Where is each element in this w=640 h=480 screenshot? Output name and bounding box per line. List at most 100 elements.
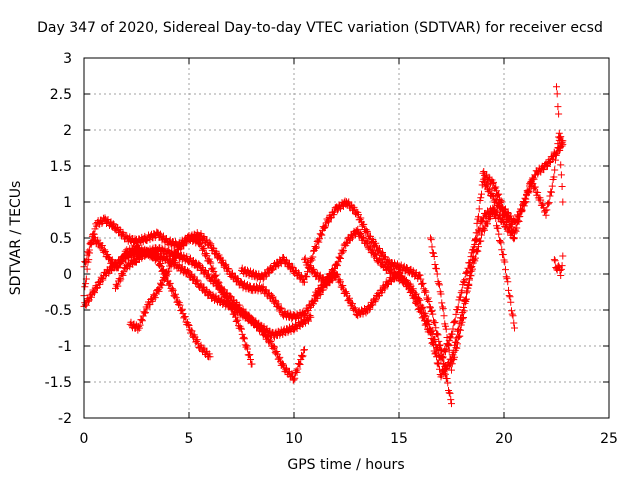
- data-point: [114, 282, 122, 290]
- data-point: [430, 340, 437, 348]
- x-tick-label: 10: [285, 431, 303, 447]
- data-point: [531, 183, 539, 191]
- data-point: [349, 234, 356, 242]
- data-point: [319, 284, 326, 292]
- data-point: [371, 298, 379, 306]
- data-point: [440, 312, 448, 320]
- data-point: [136, 321, 144, 329]
- data-point: [184, 321, 192, 329]
- data-point: [474, 247, 482, 255]
- data-point: [328, 274, 335, 282]
- data-point: [448, 330, 456, 338]
- data-point: [210, 267, 218, 275]
- data-point: [428, 243, 436, 251]
- data-point: [510, 235, 518, 243]
- data-point: [372, 239, 380, 247]
- data-point: [277, 304, 285, 312]
- data-point: [551, 257, 559, 265]
- data-point: [85, 297, 92, 305]
- data-point: [243, 311, 251, 319]
- data-point: [248, 360, 256, 368]
- data-point: [497, 197, 505, 205]
- data-point: [490, 178, 497, 186]
- data-point: [163, 235, 170, 242]
- data-point: [295, 321, 303, 329]
- data-point: [401, 276, 409, 284]
- data-point: [423, 320, 431, 328]
- data-point: [169, 286, 177, 294]
- data-point: [373, 243, 380, 251]
- data-point: [153, 228, 161, 236]
- data-point: [421, 287, 429, 295]
- data-point: [232, 318, 240, 326]
- data-point: [338, 283, 346, 291]
- data-point: [138, 316, 146, 324]
- data-point: [522, 198, 530, 206]
- data-point: [438, 299, 446, 307]
- data-point: [331, 265, 338, 273]
- data-point: [271, 343, 278, 351]
- data-point: [266, 336, 274, 344]
- data-point: [490, 207, 497, 215]
- data-point: [184, 269, 192, 277]
- data-point: [243, 342, 251, 350]
- series-track-f: [206, 240, 340, 323]
- data-point: [528, 176, 536, 184]
- data-point: [205, 270, 212, 278]
- data-point: [403, 264, 410, 272]
- data-point: [241, 335, 248, 343]
- data-point: [475, 205, 483, 213]
- data-point: [514, 212, 522, 220]
- data-point: [427, 335, 435, 343]
- data-point: [435, 280, 443, 288]
- data-point: [190, 273, 198, 281]
- data-point: [493, 192, 501, 200]
- data-point: [215, 279, 223, 287]
- data-point: [104, 254, 112, 262]
- data-point: [315, 238, 323, 246]
- data-point: [235, 301, 243, 309]
- data-point: [511, 324, 518, 332]
- data-point: [322, 279, 330, 287]
- data-point: [463, 287, 471, 295]
- data-point: [463, 289, 470, 297]
- data-point: [448, 366, 455, 374]
- data-point: [451, 317, 459, 325]
- data-point: [283, 256, 290, 264]
- data-point: [193, 276, 201, 284]
- data-point: [442, 364, 450, 372]
- data-point: [551, 156, 559, 164]
- data-point: [451, 318, 458, 326]
- data-point: [209, 264, 217, 272]
- data-point: [90, 288, 98, 296]
- data-point: [259, 283, 267, 291]
- data-point: [428, 339, 436, 347]
- data-point: [354, 225, 362, 233]
- data-point: [194, 340, 202, 348]
- data-point: [482, 218, 490, 226]
- data-point: [212, 271, 220, 279]
- data-point: [349, 300, 356, 308]
- data-point: [277, 305, 284, 313]
- data-point: [217, 295, 225, 303]
- data-point: [294, 365, 302, 373]
- data-point: [182, 239, 190, 247]
- data-point: [427, 304, 434, 312]
- data-point: [512, 227, 520, 235]
- data-point: [206, 258, 214, 266]
- data-point: [442, 322, 449, 330]
- data-point: [553, 148, 561, 156]
- data-point: [308, 256, 316, 264]
- data-point: [337, 254, 344, 262]
- data-point: [439, 354, 446, 362]
- data-point: [302, 272, 310, 280]
- data-point: [411, 293, 419, 301]
- data-point: [339, 281, 347, 289]
- data-point: [545, 199, 553, 207]
- data-point: [552, 151, 560, 159]
- data-point: [372, 250, 380, 258]
- data-point: [557, 133, 565, 141]
- data-point: [502, 205, 509, 213]
- series-track-k: [479, 133, 567, 227]
